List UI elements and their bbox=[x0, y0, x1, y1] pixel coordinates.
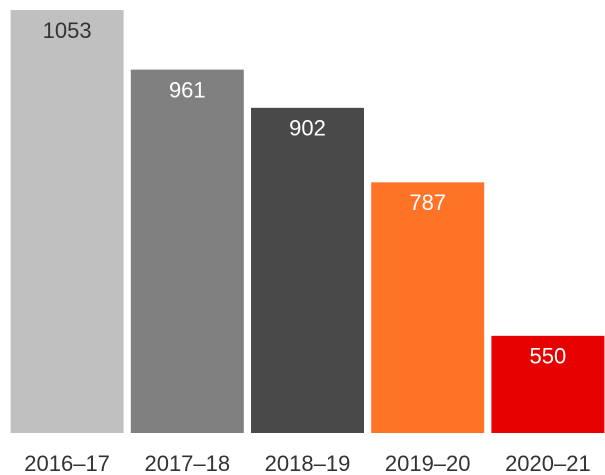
value-label: 550 bbox=[530, 344, 567, 369]
value-label: 902 bbox=[289, 116, 326, 141]
x-tick-label: 2017–18 bbox=[144, 451, 230, 475]
value-label: 1053 bbox=[43, 18, 92, 43]
bar bbox=[251, 107, 364, 433]
bar bbox=[10, 10, 124, 434]
x-tick-label: 2020–21 bbox=[505, 451, 591, 475]
x-tick-label: 2019–20 bbox=[385, 451, 471, 475]
value-label: 787 bbox=[409, 190, 446, 215]
bar bbox=[371, 182, 485, 433]
x-tick-label: 2016–17 bbox=[24, 451, 110, 475]
value-label: 961 bbox=[169, 77, 206, 102]
x-tick-label: 2018–19 bbox=[265, 451, 351, 475]
bar bbox=[491, 335, 605, 433]
bar bbox=[130, 69, 244, 433]
